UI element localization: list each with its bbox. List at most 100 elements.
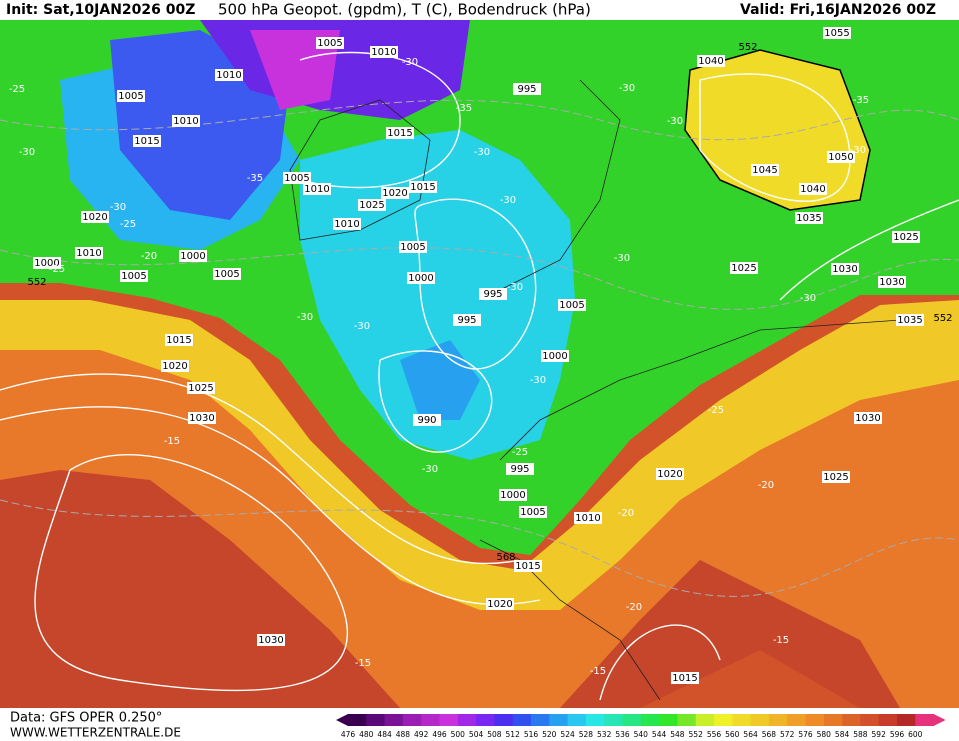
colorbar-cell: [439, 714, 459, 726]
colorbar-cell: [897, 714, 916, 726]
field-yellow-high: [684, 49, 871, 211]
colorbar-cell: [640, 714, 660, 726]
pressure-label: 1025: [893, 232, 918, 243]
pressure-label: 1030: [258, 635, 283, 646]
pressure-label-box: [213, 268, 241, 280]
pressure-label: 1000: [500, 490, 525, 501]
colorbar-cell: [457, 714, 477, 726]
colorbar-label: 572: [780, 730, 795, 739]
pressure-label: 1030: [189, 413, 214, 424]
pressure-label: 1005: [284, 173, 309, 184]
pressure-label: 1020: [657, 469, 682, 480]
pressure-label: 995: [457, 315, 476, 326]
colorbar-label: 484: [377, 730, 392, 739]
pressure-label: 1030: [832, 264, 857, 275]
pressure-label-box: [799, 183, 827, 195]
temperature-label: -20: [618, 508, 634, 519]
pressure-label: 1000: [408, 273, 433, 284]
colorbar-label: 516: [524, 730, 539, 739]
pressure-label-box: [671, 672, 699, 684]
colorbar-label: 504: [469, 730, 484, 739]
colorbar-cell: [402, 714, 422, 726]
colorbar-cell: [531, 714, 550, 726]
pressure-label-box: [409, 181, 437, 193]
pressure-label: 1010: [304, 184, 329, 195]
temperature-label: -35: [456, 103, 472, 114]
colorbar-cell: [878, 714, 898, 726]
colorbar-label: 548: [670, 730, 685, 739]
pressure-label-box: [831, 263, 859, 275]
pressure-label-box: [133, 135, 161, 147]
colorbar-label: 480: [359, 730, 374, 739]
temperature-label: -30: [402, 57, 418, 68]
temperature-label: -25: [120, 219, 136, 230]
colorbar-label: 576: [798, 730, 813, 739]
pressure-label: 1005: [520, 507, 545, 518]
colorbar-label: 496: [432, 730, 447, 739]
temperature-label: -30: [297, 312, 313, 323]
colorbar-arrow-right: [933, 714, 946, 726]
colorbar-label: 540: [634, 730, 649, 739]
pressure-label-box: [514, 560, 542, 572]
pressure-label-box: [413, 414, 441, 426]
pressure-label: 1005: [214, 269, 239, 280]
colorbar-label: 568: [762, 730, 777, 739]
colorbar-label: 580: [817, 730, 832, 739]
init-time: Init: Sat,10JAN2026 00Z: [6, 2, 195, 18]
colorbar-label: 596: [890, 730, 905, 739]
field-cyan: [300, 130, 575, 460]
temperature-label: -30: [354, 321, 370, 332]
temperature-label: -20: [141, 251, 157, 262]
pressure-label-box: [120, 270, 148, 282]
pressure-label-box: [161, 360, 189, 372]
temperature-label: -25: [9, 84, 25, 95]
colorbar-label: 600: [908, 730, 923, 739]
colorbar: 476 480 484 488 492 496 500 504 508 512 516 520 524 5…: [336, 714, 946, 739]
colorbar-label: 520: [542, 730, 557, 739]
field-low-core: [400, 340, 480, 420]
pressure-label-box: [283, 172, 311, 184]
temperature-label: -35: [247, 173, 263, 184]
temperature-label: -15: [773, 635, 789, 646]
colorbar-label: 476: [341, 730, 356, 739]
pressure-label: 1005: [121, 271, 146, 282]
temperature-label: -20: [626, 602, 642, 613]
colorbar-cell: [915, 714, 935, 726]
colorbar-cell: [860, 714, 880, 726]
pressure-label-box: [386, 127, 414, 139]
pressure-label-box: [370, 46, 398, 58]
colorbar-cell: [787, 714, 806, 726]
colorbar-cell: [512, 714, 532, 726]
data-source: Data: GFS OPER 0.250°: [10, 711, 162, 726]
pressure-label-box: [399, 241, 427, 253]
pressure-label-box: [303, 183, 331, 195]
colorbar-label: 536: [615, 730, 630, 739]
pressure-label-box: [896, 314, 924, 326]
header-bar: [0, 0, 959, 20]
pressure-label-box: [172, 115, 200, 127]
pressure-label-box: [407, 272, 435, 284]
temperature-label: -30: [474, 147, 490, 158]
temperature-label: -30: [614, 253, 630, 264]
field-magenta: [250, 30, 340, 110]
colorbar-label: 544: [652, 730, 667, 739]
colorbar-cell: [768, 714, 788, 726]
pressure-label-box: [656, 468, 684, 480]
pressure-label: 1010: [334, 219, 359, 230]
pressure-label: 1005: [118, 91, 143, 102]
pressure-label-box: [75, 247, 103, 259]
pressure-label-box: [316, 37, 344, 49]
pressure-label-box: [499, 489, 527, 501]
temperature-label: -25: [49, 264, 65, 275]
geopotential-label: 552: [933, 313, 952, 324]
field-orange: [0, 330, 959, 708]
pressure-label: 1010: [371, 47, 396, 58]
geopotential-label: 568: [496, 552, 515, 563]
pressure-label: 1025: [188, 383, 213, 394]
pressure-label-box: [541, 350, 569, 362]
pressure-label-box: [179, 250, 207, 262]
temperature-label: -30: [667, 116, 683, 127]
pressure-label-box: [892, 231, 920, 243]
colorbar-label: 524: [560, 730, 575, 739]
pressure-label-box: [751, 164, 779, 176]
